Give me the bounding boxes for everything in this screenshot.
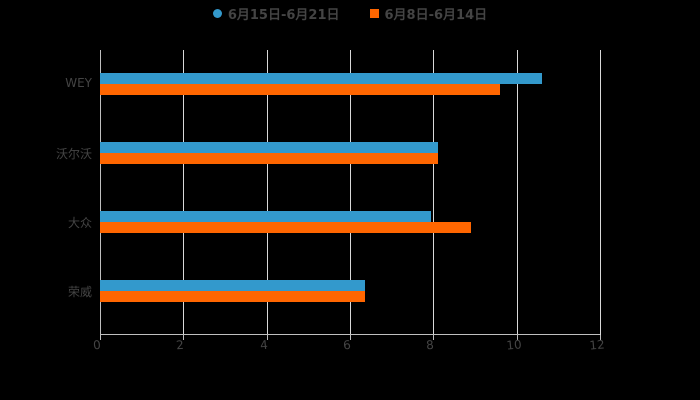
bar-blue[interactable] [100,73,542,84]
legend-item-series2[interactable]: 6月8日-6月14日 [369,4,488,23]
gridline [600,50,601,335]
bar-orange[interactable] [100,153,438,164]
x-tick [433,335,435,340]
x-tick [183,335,185,340]
bar-orange[interactable] [100,222,471,233]
gridline [433,50,435,335]
x-tick [266,335,268,340]
legend-item-series1[interactable]: 6月15日-6月21日 [212,4,340,23]
x-axis-label: 8 [425,337,435,353]
y-axis-label: WEY [65,76,92,90]
bar-orange[interactable] [100,291,365,302]
x-axis-label: 4 [259,337,269,353]
x-axis-label: 0 [92,337,102,353]
x-tick [516,335,518,340]
legend-label: 6月8日-6月14日 [384,8,488,23]
x-axis-label: 10 [505,337,522,353]
gridline [516,50,518,335]
bar-blue[interactable] [100,211,432,222]
bar-blue[interactable] [100,280,365,291]
x-axis-label: 12 [588,337,606,353]
gridline [350,50,351,335]
x-axis-line [100,334,600,335]
legend-label: 6月15日-6月21日 [227,8,340,23]
y-axis-label: 沃尔沃 [55,147,92,161]
legend-marker-blue-icon [212,9,222,18]
x-tick [350,335,351,340]
bar-orange[interactable] [100,84,500,95]
chart-legend: 6月15日-6月21日 6月8日-6月14日 [0,4,700,23]
legend-marker-orange-icon [369,9,379,18]
bar-blue[interactable] [100,142,438,153]
y-axis-line [100,50,101,335]
x-axis-label: 2 [175,337,185,353]
gridline [183,50,185,335]
y-axis-label: 荣威 [67,285,92,299]
y-axis-label: 大众 [67,216,92,230]
x-tick [100,335,101,340]
x-tick [600,335,601,340]
gridline [266,50,268,335]
plot-area [100,50,601,340]
x-axis-label: 6 [342,337,352,353]
